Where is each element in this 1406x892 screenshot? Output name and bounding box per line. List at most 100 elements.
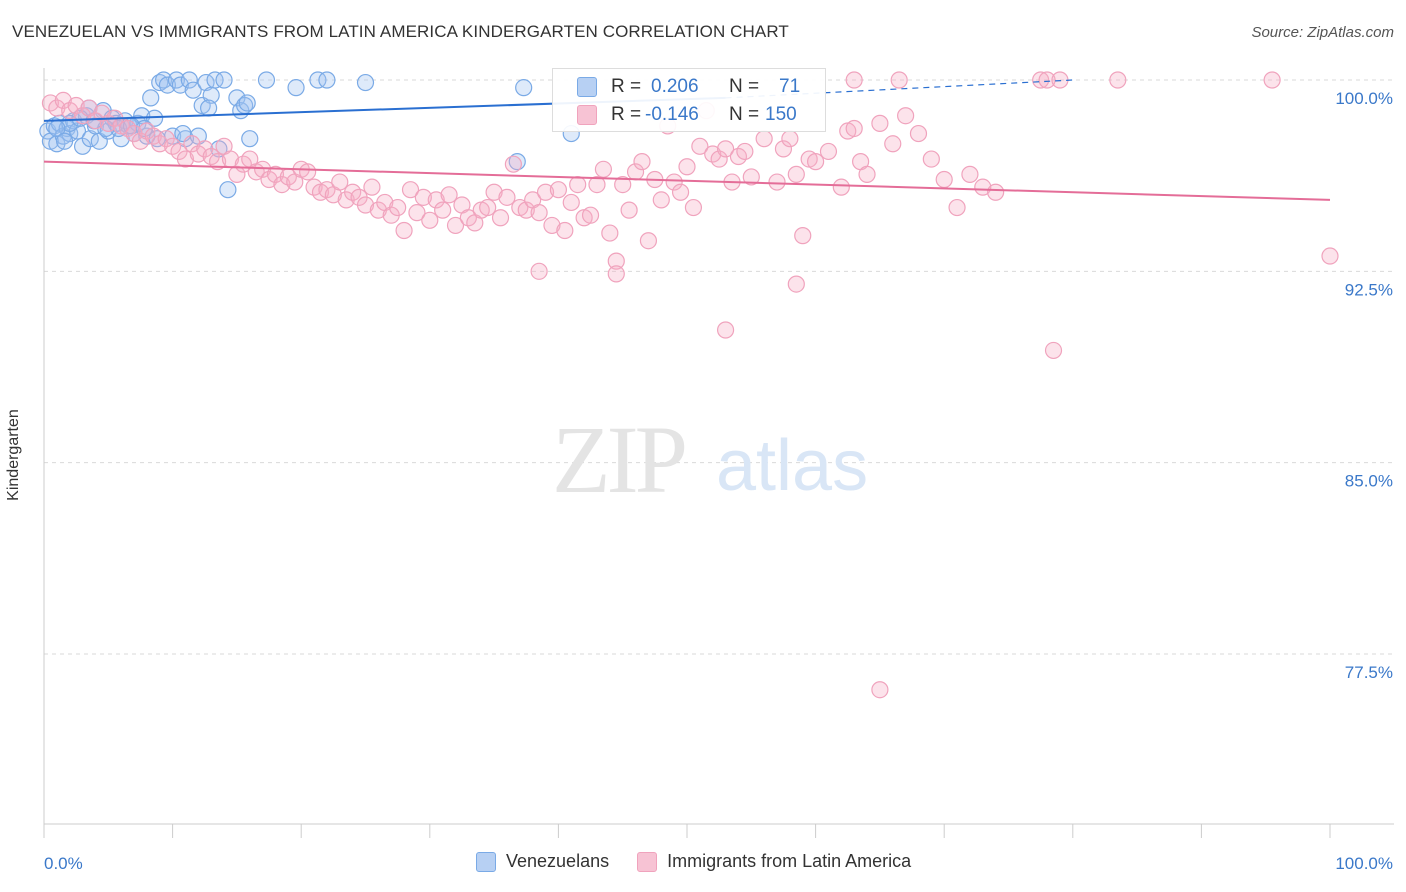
legend-swatch-venezuelans xyxy=(476,851,496,872)
point-latin-america xyxy=(684,198,703,217)
point-latin-america xyxy=(594,160,613,178)
point-latin-america xyxy=(1109,71,1127,89)
n-value-venezuelans: 71 xyxy=(779,76,801,97)
point-latin-america xyxy=(401,181,420,199)
point-latin-america xyxy=(890,71,908,89)
point-venezuelans xyxy=(109,119,128,138)
point-latin-america xyxy=(331,173,349,191)
point-latin-america xyxy=(716,321,735,339)
point-venezuelans xyxy=(356,73,375,92)
point-latin-america xyxy=(581,206,600,224)
point-latin-america xyxy=(774,140,793,158)
point-latin-america xyxy=(395,221,413,240)
stats-row-venezuelans: R = 0.206 N = 71 xyxy=(553,73,825,101)
r-label: R = xyxy=(611,76,642,97)
point-latin-america xyxy=(607,252,625,270)
point-latin-america xyxy=(665,173,683,191)
point-latin-america xyxy=(614,175,632,194)
n-value-latin-america: 150 xyxy=(765,104,797,125)
point-latin-america xyxy=(427,191,445,209)
point-latin-america xyxy=(922,150,940,168)
point-latin-america xyxy=(176,150,195,168)
point-latin-america xyxy=(485,183,503,201)
n-label: N = xyxy=(729,104,760,125)
point-latin-america xyxy=(710,150,728,168)
trend-line-latin-america xyxy=(43,160,1331,201)
point-venezuelans xyxy=(55,132,74,150)
point-venezuelans xyxy=(158,76,177,94)
point-latin-america xyxy=(620,201,638,219)
point-latin-america xyxy=(569,175,587,194)
point-latin-america xyxy=(363,178,381,196)
stats-swatch-venezuelans xyxy=(577,77,597,97)
point-latin-america xyxy=(633,153,651,171)
point-latin-america xyxy=(819,142,838,161)
point-latin-america xyxy=(1051,71,1069,89)
point-latin-america xyxy=(536,183,555,201)
point-latin-america xyxy=(356,196,375,214)
point-latin-america xyxy=(1263,71,1281,89)
point-latin-america xyxy=(54,91,72,110)
point-latin-america xyxy=(974,178,992,196)
point-venezuelans xyxy=(257,71,276,89)
point-latin-america xyxy=(858,165,876,183)
point-latin-america xyxy=(440,186,458,204)
point-venezuelans xyxy=(206,71,224,89)
point-latin-america xyxy=(562,193,580,212)
r-value-latin-america: -0.146 xyxy=(645,104,699,125)
point-latin-america xyxy=(909,124,928,143)
point-latin-america xyxy=(67,96,85,115)
point-venezuelans xyxy=(112,130,130,148)
point-latin-america xyxy=(93,104,111,122)
point-latin-america xyxy=(556,221,574,240)
point-latin-america xyxy=(948,198,966,217)
point-latin-america xyxy=(530,262,548,280)
point-venezuelans xyxy=(241,130,259,148)
point-latin-america xyxy=(1038,71,1056,89)
point-latin-america xyxy=(517,201,535,219)
point-venezuelans xyxy=(200,99,218,117)
point-latin-america xyxy=(961,165,979,183)
legend-item-latin-america[interactable]: Immigrants from Latin America xyxy=(637,851,911,872)
point-latin-america xyxy=(884,135,902,153)
point-latin-america xyxy=(845,71,863,89)
stats-row-latin-america: R = -0.146 N = 150 xyxy=(553,101,825,129)
chart-legend: Venezuelans Immigrants from Latin Americ… xyxy=(476,851,939,872)
point-latin-america xyxy=(408,204,426,222)
point-latin-america xyxy=(1044,341,1063,360)
stats-swatch-latin-america xyxy=(577,105,597,125)
legend-label-venezuelans: Venezuelans xyxy=(506,851,610,871)
chart-title: VENEZUELAN VS IMMIGRANTS FROM LATIN AMER… xyxy=(12,22,789,41)
point-latin-america xyxy=(871,114,889,132)
point-latin-america xyxy=(755,130,773,148)
point-latin-america xyxy=(987,183,1005,201)
point-latin-america xyxy=(742,168,760,186)
legend-swatch-latin-america xyxy=(637,851,658,872)
point-latin-america xyxy=(787,165,805,183)
legend-item-venezuelans[interactable]: Venezuelans xyxy=(476,851,609,872)
point-venezuelans xyxy=(287,79,305,97)
point-latin-america xyxy=(414,188,432,206)
point-venezuelans xyxy=(142,89,160,107)
r-label: R = xyxy=(611,104,642,125)
point-latin-america xyxy=(1321,247,1339,265)
legend-label-latin-america: Immigrants from Latin America xyxy=(667,851,912,871)
point-latin-america xyxy=(588,175,606,194)
y-tick-label: 92.5% xyxy=(1345,280,1393,299)
point-latin-america xyxy=(832,178,850,196)
point-latin-america xyxy=(183,135,201,153)
point-latin-america xyxy=(678,158,696,176)
point-venezuelans xyxy=(309,71,327,89)
point-latin-america xyxy=(671,183,690,201)
point-latin-america xyxy=(491,209,510,227)
point-latin-america xyxy=(806,153,825,171)
point-latin-america xyxy=(794,227,812,245)
stats-box: R = 0.206 N = 71 R = -0.146 N = 150 xyxy=(552,68,826,132)
y-tick-label: 77.5% xyxy=(1345,663,1393,682)
point-latin-america xyxy=(935,170,953,189)
point-latin-america xyxy=(652,191,670,209)
point-latin-america xyxy=(871,681,889,699)
point-venezuelans xyxy=(219,181,237,199)
point-venezuelans xyxy=(180,71,198,89)
